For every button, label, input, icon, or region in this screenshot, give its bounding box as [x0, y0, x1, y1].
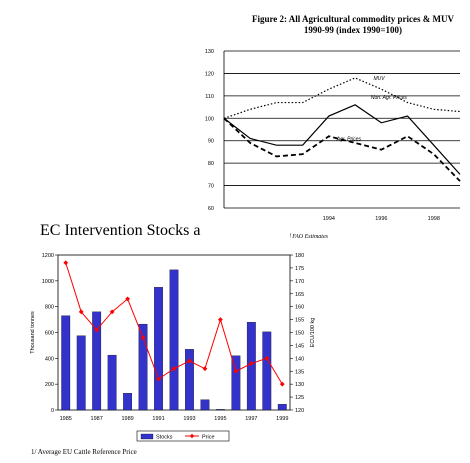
stocks-bar	[200, 399, 210, 411]
y2-tick-label: 140	[295, 356, 304, 362]
y-tick-label: 800	[45, 305, 54, 311]
stocks-bar	[215, 409, 225, 411]
x-tick-label: 1991	[152, 416, 164, 422]
price-marker	[109, 309, 115, 315]
y-tick-label: 80	[208, 161, 214, 167]
price-marker	[248, 361, 254, 366]
stocks-bar	[76, 335, 86, 411]
y-tick-label: 90	[208, 139, 214, 145]
price-marker	[279, 381, 285, 387]
y2-tick-label: 120	[295, 408, 304, 414]
figure2-title-line1: Figure 2: All Agricultural commodity pri…	[251, 14, 455, 24]
y2-tick-label: 130	[295, 382, 304, 388]
price-marker	[78, 309, 84, 315]
series-line	[223, 117, 461, 182]
x-tick-label: 1995	[214, 416, 226, 422]
x-tick-label: 1999	[276, 416, 288, 422]
x-tick-label: 1997	[245, 416, 257, 422]
y-tick-label: 60	[208, 206, 214, 212]
legend-price-label: Price	[202, 435, 215, 441]
series-line	[223, 77, 461, 119]
y-tick-label: 1200	[42, 253, 54, 259]
stocks-bar	[262, 331, 272, 411]
legend-box	[136, 430, 230, 442]
y2-tick-label: 160	[295, 305, 304, 311]
y-tick-label: 70	[208, 184, 214, 190]
price-marker	[140, 335, 146, 341]
y2-tick-label: 155	[295, 318, 304, 324]
x-tick-label: 1989	[121, 416, 133, 422]
series-label: Non. Agr. Prices	[371, 95, 408, 101]
stocks-bar	[61, 315, 71, 411]
legend-stocks-swatch	[140, 433, 154, 440]
price-marker	[264, 355, 270, 361]
price-marker	[156, 376, 161, 382]
y2-tick-label: 165	[295, 292, 304, 298]
footnote: 1/ Average EU Cattle Reference Price	[31, 448, 137, 456]
y-axis-label: Thousand tonnes	[30, 311, 36, 354]
legend-price-marker	[189, 433, 195, 439]
y2-tick-label: 150	[295, 331, 304, 337]
y-tick-label: 1000	[42, 279, 54, 285]
price-marker	[202, 366, 208, 372]
price-marker	[125, 296, 130, 302]
figure2-title: Figure 2: All Agricultural commodity pri…	[236, 14, 470, 36]
y-tick-label: 0	[51, 408, 54, 414]
figure2-title-line2: 1990-99 (index 1990=100)	[303, 25, 403, 35]
y-tick-label: 110	[205, 94, 214, 100]
stocks-bar	[138, 323, 148, 411]
stocks-bar	[169, 269, 179, 411]
y-tick-label: 100	[205, 116, 214, 122]
y-tick-label: 120	[205, 71, 214, 77]
x-tick-label: 1998	[428, 216, 440, 222]
series-line	[223, 104, 461, 175]
stocks-bar	[277, 404, 287, 411]
price-marker	[94, 327, 100, 333]
y2-axis-label: ECU/100 kg	[310, 318, 316, 348]
y2-tick-label: 170	[295, 279, 304, 285]
y2-tick-label: 180	[295, 253, 304, 259]
stocks-bar	[92, 311, 102, 411]
y2-tick-label: 125	[295, 395, 304, 401]
y-tick-label: 200	[45, 382, 54, 388]
y-tick-label: 600	[45, 331, 54, 337]
stocks-bar	[123, 393, 133, 411]
y2-tick-label: 175	[295, 266, 304, 272]
x-tick-label: 1985	[60, 416, 72, 422]
legend-stocks-label: Stocks	[156, 435, 173, 441]
x-tick-label: 1994	[323, 216, 335, 222]
y-tick-label: 400	[45, 356, 54, 362]
series-label: Agr. Prices	[336, 137, 362, 143]
stocks-bar	[185, 349, 194, 411]
price-marker	[171, 366, 177, 372]
price-marker	[233, 368, 239, 374]
y-tick-label: 130	[205, 49, 214, 55]
title-background	[210, 212, 290, 242]
x-tick-label: 1996	[375, 216, 387, 222]
stocks-bar	[231, 355, 241, 411]
stocks-bar	[246, 322, 256, 411]
ec-stocks-title: EC Intervention Stocks a	[40, 222, 201, 239]
x-tick-label: 1987	[91, 416, 103, 422]
y2-tick-label: 135	[295, 369, 304, 375]
stocks-bar	[154, 287, 163, 411]
price-marker	[218, 317, 223, 322]
stocks-bar	[107, 354, 117, 411]
x-tick-label: 1993	[183, 416, 195, 422]
price-marker	[63, 260, 69, 266]
y2-tick-label: 145	[295, 343, 304, 349]
series-label: MUV	[373, 76, 385, 82]
price-marker	[187, 358, 192, 364]
